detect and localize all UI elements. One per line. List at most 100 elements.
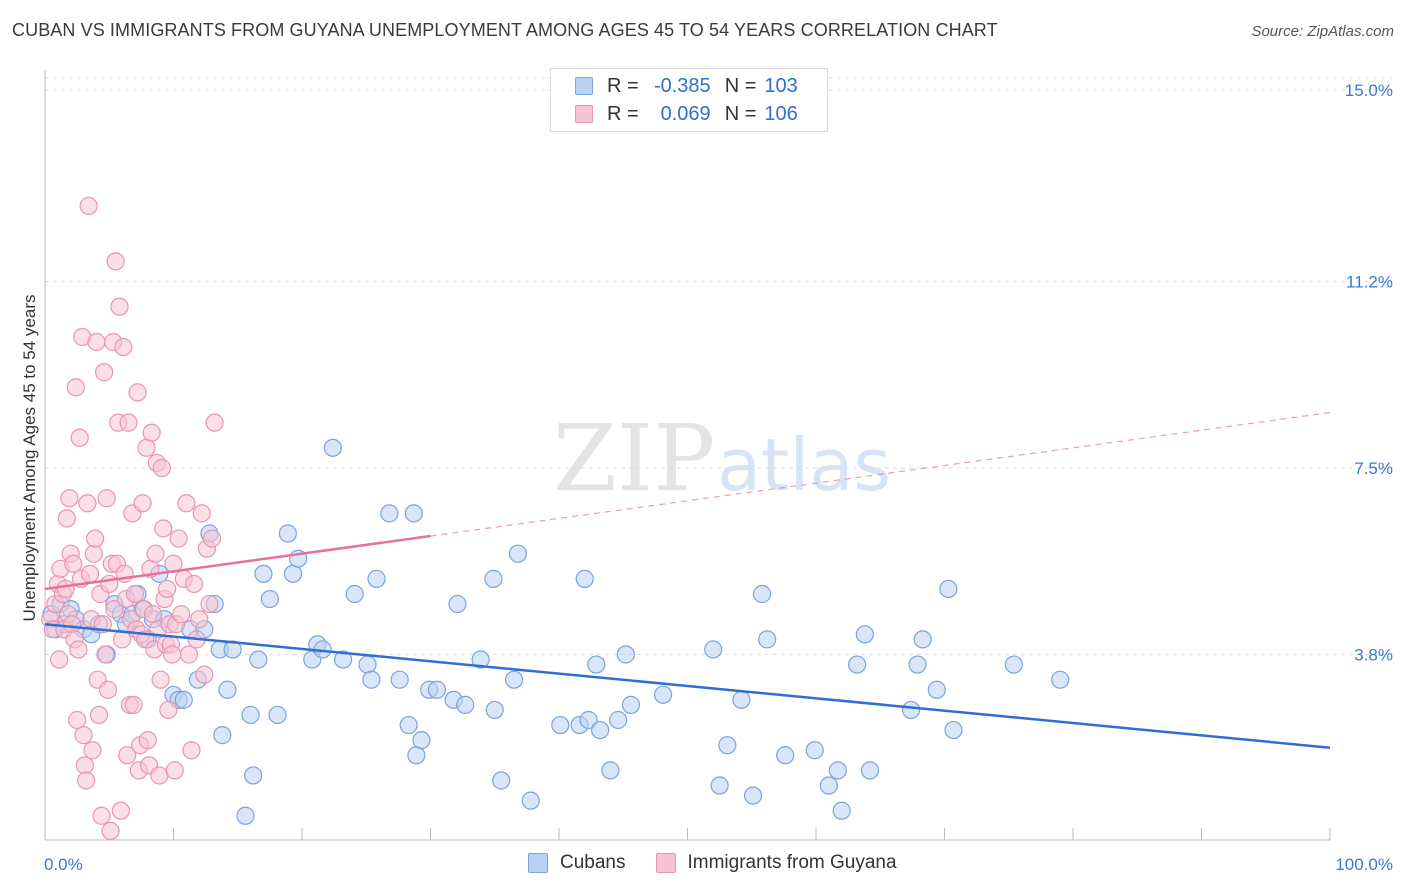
cubans-point <box>323 438 342 457</box>
guyana-point <box>92 806 111 825</box>
cubans-point <box>860 761 880 780</box>
guyana-point <box>124 695 143 714</box>
cubans-point <box>218 680 237 699</box>
guyana-point <box>133 494 152 513</box>
guyana-point <box>137 438 156 457</box>
cubans-point <box>390 670 409 689</box>
guyana-point <box>111 801 130 820</box>
guyana-point <box>195 665 214 684</box>
guyana-point <box>142 423 161 442</box>
cubans-point <box>848 655 867 674</box>
cubans-point <box>855 625 874 644</box>
cubans-point <box>404 504 423 523</box>
cubans-point <box>484 569 503 588</box>
guyana-point <box>184 574 204 594</box>
y-tick-label: 15.0% <box>1345 81 1393 100</box>
guyana-point <box>75 756 94 775</box>
n-label: N = <box>724 74 757 97</box>
cubans-point <box>260 589 279 609</box>
cubans-point <box>278 524 297 543</box>
guyana-trend-line <box>44 534 431 591</box>
watermark-zip: ZIP <box>553 405 715 512</box>
cubans-point <box>653 685 673 704</box>
cubans-point <box>758 630 777 649</box>
guyana-point <box>165 761 184 780</box>
guyana-point <box>177 494 196 513</box>
guyana-point <box>151 670 170 689</box>
cubans-point <box>254 564 273 583</box>
guyana-point <box>86 529 105 548</box>
guyana-point <box>57 509 76 528</box>
cubans-point <box>579 710 598 730</box>
cubans-point <box>492 771 511 790</box>
y-axis-label: Unemployment Among Ages 45 to 54 years <box>20 294 39 622</box>
cubans-point <box>1051 670 1070 689</box>
n-value: 106 <box>764 102 798 125</box>
guyana-point <box>64 554 83 573</box>
guyana-point <box>163 645 182 664</box>
guyana-point <box>169 529 188 548</box>
legend-item-cubans[interactable]: Cubans <box>528 852 626 874</box>
y-tick-label: 7.5% <box>1354 459 1393 478</box>
cubans-point <box>743 786 763 805</box>
guyana-point <box>50 650 69 669</box>
guyana-point <box>205 413 224 432</box>
cubans-point <box>575 569 594 588</box>
guyana-point <box>119 413 138 432</box>
guyana-point <box>96 645 115 664</box>
cubans-point <box>236 806 255 825</box>
legend-item-guyana[interactable]: Immigrants from Guyana <box>655 852 897 874</box>
legend-row-guyana: R = 0.069 N = 106 <box>575 101 798 127</box>
guyana-point <box>60 489 79 508</box>
cubans-point <box>367 569 386 588</box>
cubans-point <box>504 670 524 689</box>
guyana-point <box>182 741 201 760</box>
r-label: R = <box>607 102 639 125</box>
guyana-point <box>152 458 172 478</box>
cubans-point <box>268 705 287 725</box>
r-label: R = <box>607 74 639 97</box>
guyana-point <box>101 821 120 840</box>
cubans-point <box>345 584 364 604</box>
guyana-point <box>78 494 97 513</box>
cubans-point <box>399 715 418 735</box>
guyana-point <box>110 297 129 316</box>
cubans-point <box>551 715 570 735</box>
cubans-point <box>244 766 263 785</box>
guyana-point <box>159 700 178 720</box>
x-tick-label: 0.0% <box>44 855 83 874</box>
cubans-point <box>732 690 751 709</box>
cubans-point <box>508 544 527 563</box>
guyana-point <box>62 615 82 634</box>
guyana-point <box>87 332 106 352</box>
cubans-point <box>718 736 737 755</box>
guyana-point <box>179 645 199 664</box>
cubans-point <box>704 640 723 659</box>
guyana-point <box>200 594 219 614</box>
cubans-point <box>412 731 431 750</box>
cubans-point <box>710 776 729 795</box>
cubans-swatch-icon <box>528 853 548 873</box>
n-label: N = <box>724 102 757 125</box>
guyana-swatch-icon <box>655 853 676 873</box>
guyana-point <box>100 574 119 594</box>
cubans-point <box>587 655 606 674</box>
guyana-point <box>70 428 89 447</box>
cubans-point <box>223 640 242 659</box>
cubans-point <box>334 650 353 669</box>
cubans-point <box>591 720 610 740</box>
cubans-swatch-icon <box>575 77 593 95</box>
cubans-point <box>776 746 795 765</box>
cubans-point <box>913 630 932 649</box>
cubans-point <box>380 504 399 523</box>
guyana-point <box>138 731 157 750</box>
cubans-point <box>1004 655 1023 674</box>
series-legend: Cubans Immigrants from Guyana <box>528 852 927 874</box>
cubans-point <box>621 695 641 714</box>
guyana-point <box>157 579 177 599</box>
cubans-point <box>616 645 635 664</box>
cubans-point <box>471 650 490 669</box>
guyana-point <box>83 741 102 760</box>
guyana-point <box>66 378 85 397</box>
